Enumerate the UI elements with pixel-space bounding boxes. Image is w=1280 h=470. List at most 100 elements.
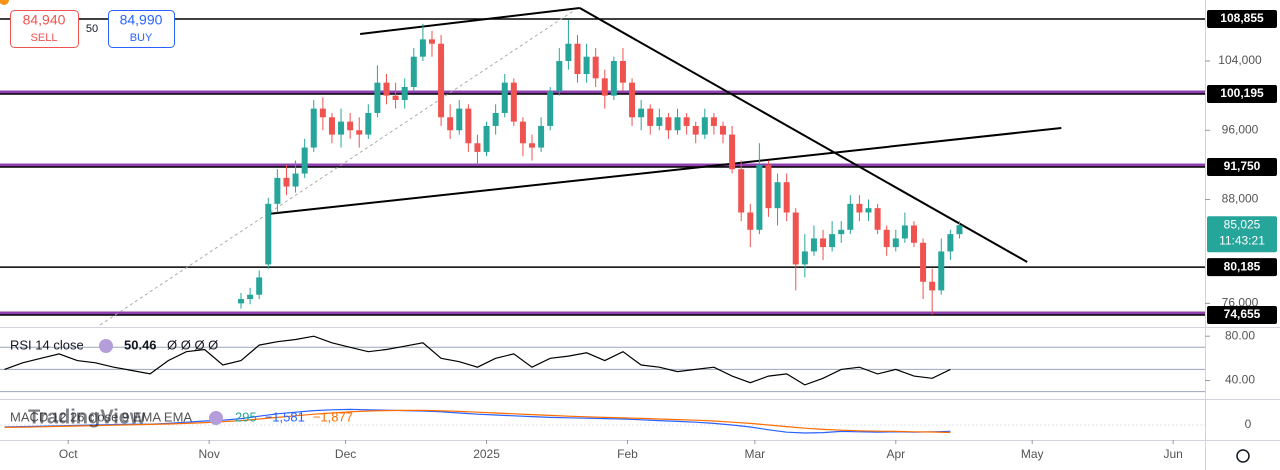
candle-body	[820, 238, 827, 248]
candle-body	[310, 108, 317, 148]
rsi-tick-label: 80.00	[1225, 328, 1255, 342]
candle-body	[410, 56, 417, 87]
candle-body	[556, 61, 563, 92]
candle-body	[856, 203, 863, 213]
symbol-icon	[0, 0, 9, 5]
candle-body	[547, 91, 554, 126]
candle-body	[319, 108, 326, 118]
candle-body	[938, 251, 945, 291]
rsi-value: 50.46	[124, 337, 157, 352]
level-tag	[1207, 9, 1277, 28]
rsi-tick-label: 40.00	[1225, 373, 1255, 387]
macd-legend: MACD 12 26 close 9 EMA EMA TradingView	[10, 406, 223, 428]
candle-body	[729, 134, 736, 170]
x-tick-label: May	[1021, 447, 1044, 461]
candle-body	[529, 143, 536, 148]
candle-body	[683, 117, 690, 126]
candle-body	[956, 225, 963, 235]
candle-body	[447, 117, 454, 131]
candle-body	[247, 294, 254, 300]
trade-panel: 84,940 SELL 50 84,990 BUY	[0, 0, 175, 48]
candle-body	[601, 78, 608, 96]
sell-label: SELL	[31, 32, 58, 44]
candle-body	[392, 95, 399, 100]
candle-body	[492, 112, 499, 126]
candle-body	[328, 117, 335, 135]
candle-body	[428, 39, 435, 44]
candle-body	[419, 39, 426, 57]
candle-body	[519, 121, 526, 144]
buy-button[interactable]	[108, 10, 175, 48]
candle-body	[747, 212, 754, 230]
x-tick-label: Dec	[335, 447, 356, 461]
countdown: 11:43:21	[1219, 233, 1265, 247]
macd-value: −1,877	[313, 409, 353, 424]
x-tick-label: Apr	[886, 447, 905, 461]
candle-body	[583, 56, 590, 75]
candle-body	[774, 182, 781, 209]
x-tick-label: Jun	[1163, 447, 1182, 461]
trendline	[99, 9, 576, 326]
candle-body	[510, 82, 517, 122]
candle-body	[656, 117, 663, 126]
x-tick-label: Feb	[617, 447, 638, 461]
candle-body	[301, 147, 308, 174]
candle-body	[892, 238, 899, 248]
level-tag-label: 80,185	[1224, 259, 1261, 273]
level-tag	[1207, 258, 1277, 277]
macd-icon[interactable]	[209, 411, 223, 425]
candle-body	[383, 82, 390, 96]
rsi-title: RSI 14 close	[10, 337, 84, 352]
rsi-legend: RSI 14 close 50.46 Ø Ø Ø Ø	[10, 337, 218, 353]
level-tag	[1207, 158, 1277, 177]
sell-button[interactable]	[10, 10, 79, 48]
candle-body	[374, 82, 381, 113]
candle-body	[874, 208, 881, 230]
candle-body	[910, 225, 917, 243]
candle-body	[338, 121, 345, 135]
settings-icon[interactable]	[1236, 449, 1250, 463]
candle-body	[283, 177, 290, 187]
candle-body	[292, 173, 299, 187]
rsi-line	[4, 335, 951, 386]
trendline	[360, 7, 580, 35]
settings[interactable]	[1236, 449, 1250, 463]
candle-body	[738, 169, 745, 213]
candle-body	[692, 125, 699, 135]
y-tick-label: 96,000	[1222, 122, 1259, 136]
rsi-icon[interactable]	[99, 339, 113, 353]
candle-body	[756, 164, 763, 230]
candle-body	[629, 82, 636, 118]
macd-value: 295	[235, 409, 257, 424]
level-tag	[1207, 306, 1277, 325]
candle-body	[565, 43, 572, 62]
candle-body	[901, 225, 908, 239]
rsi-na-values: Ø Ø Ø Ø	[167, 337, 218, 352]
candle-body	[847, 203, 854, 230]
macd-title: MACD 12 26 close 9 EMA EMA	[10, 409, 192, 424]
candle-body	[792, 212, 799, 265]
candle-body	[238, 299, 244, 304]
candle-body	[929, 281, 936, 291]
trendline	[579, 7, 1028, 263]
buy-label: BUY	[130, 32, 153, 44]
candle-body	[720, 125, 726, 135]
macd-line	[4, 409, 951, 434]
level-tag-label: 108,855	[1220, 11, 1264, 25]
buy-price: 84,990	[120, 12, 163, 28]
x-tick-label: 2025	[473, 447, 500, 461]
candle-body	[810, 238, 817, 252]
level-tag	[1207, 84, 1277, 103]
candle-body	[592, 56, 599, 79]
candle-body	[710, 117, 717, 126]
candle-body	[501, 82, 508, 113]
y-tick-label: 88,000	[1222, 192, 1259, 206]
trendline	[267, 127, 1062, 215]
macd-tick-label: 0	[1245, 417, 1252, 431]
candle-body	[456, 108, 463, 131]
level-tag-label: 74,655	[1224, 307, 1261, 321]
candle-body	[783, 182, 790, 213]
candle-body	[765, 164, 772, 209]
candle-body	[647, 108, 654, 126]
